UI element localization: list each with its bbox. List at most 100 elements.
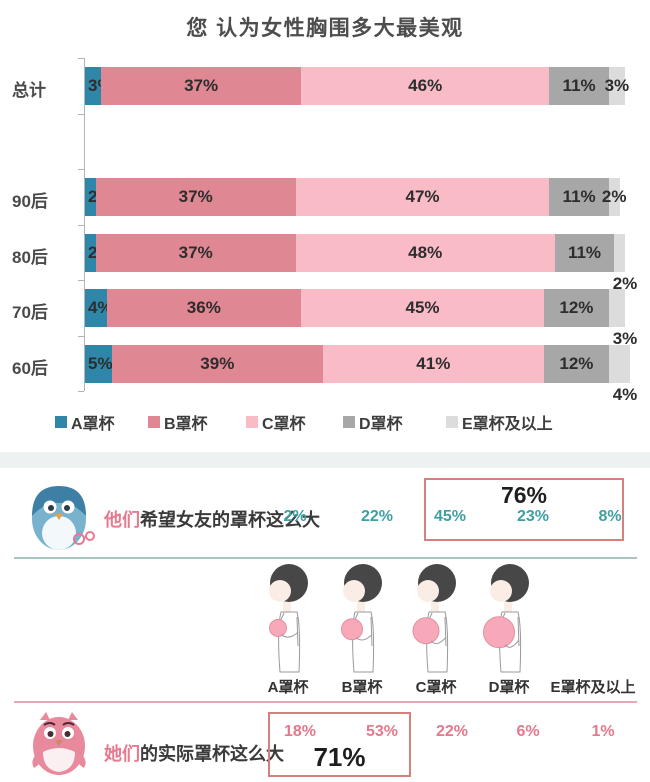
blue-bird-icon <box>32 486 95 550</box>
axis-tick <box>78 113 84 115</box>
wish-caption: 他们希望女友的罩杯这么大 <box>104 506 320 532</box>
bar-segment-B罩杯 <box>112 344 323 383</box>
bar-segment-D罩杯 <box>549 178 609 216</box>
legend-item-E罩杯及以上: E罩杯及以上 <box>446 412 553 433</box>
legend-item-B罩杯: B罩杯 <box>148 412 208 433</box>
wish-caption-highlight: 他们 <box>104 510 140 530</box>
cup-figure-A罩杯 <box>253 562 323 675</box>
girl-profile-illustration <box>483 564 529 673</box>
bar-segment-D罩杯 <box>544 289 609 327</box>
girl-profile-illustration <box>412 564 456 673</box>
bar-value-label: 47% <box>405 187 440 206</box>
bar-segment-B罩杯 <box>101 67 301 105</box>
highlight-box-wish: 76% <box>424 478 624 541</box>
actual-caption-highlight: 她们 <box>104 744 140 764</box>
bar-value-label: 5% <box>88 353 113 373</box>
bar-category-label: 70后 <box>12 303 48 322</box>
wish-value: 45% <box>433 508 467 525</box>
bar-segment-C罩杯 <box>322 344 544 383</box>
bar-segment-A罩杯 <box>85 344 112 383</box>
bar-category-label: 60后 <box>12 358 48 378</box>
legend-swatch-E罩杯及以上 <box>446 416 458 428</box>
legend-item-C罩杯: C罩杯 <box>246 412 306 433</box>
wish-box-total: 76% <box>500 482 548 508</box>
legend-label: E罩杯及以上 <box>462 416 553 433</box>
cup-figure-C罩杯 <box>401 562 471 675</box>
cup-figure-label: E罩杯及以上 <box>550 679 636 696</box>
cup-figure-label: D罩杯 <box>488 679 530 696</box>
bar-value-label: 11% <box>567 242 602 262</box>
axis-tick <box>78 391 84 392</box>
bar-value-label: 2% <box>601 187 627 206</box>
axis-tick <box>78 335 84 337</box>
actual-value: 6% <box>516 723 540 740</box>
girl-profile-illustration <box>269 564 308 673</box>
bar-segment-D罩杯 <box>554 233 615 272</box>
divider-figures-bottom <box>14 701 637 703</box>
bar-segment-C罩杯 <box>295 233 555 272</box>
legend-swatch-A罩杯 <box>55 416 67 428</box>
legend-label: B罩杯 <box>164 416 208 433</box>
bar-value-label: 39% <box>200 353 235 373</box>
bar-value-label: 37% <box>184 76 219 95</box>
bar-segment-D罩杯 <box>544 344 609 383</box>
legend-swatch-C罩杯 <box>246 416 258 428</box>
bar-value-label: 36% <box>186 298 221 317</box>
bar-value-label-below: 4% <box>612 384 638 404</box>
legend-item-D罩杯: D罩杯 <box>343 412 403 433</box>
axis-tick <box>78 280 84 281</box>
chart-axis <box>84 58 85 391</box>
bar-segment-B罩杯 <box>106 289 301 327</box>
legend-label: D罩杯 <box>359 416 403 433</box>
bar-segment-E罩杯及以上 <box>608 178 620 216</box>
bar-value-label: 45% <box>405 298 440 317</box>
section-divider-band <box>0 452 650 468</box>
legend-label: C罩杯 <box>262 416 306 433</box>
bar-value-label: 48% <box>408 242 443 262</box>
actual-value: 18% <box>283 723 317 740</box>
legend-item-A罩杯: A罩杯 <box>55 412 115 433</box>
bar-value-label: 12% <box>559 353 594 373</box>
bar-value-label: 11% <box>562 76 596 95</box>
bar-segment-A罩杯 <box>85 67 102 105</box>
actual-value: 1% <box>591 723 615 740</box>
cup-figure-B罩杯 <box>327 562 397 675</box>
bar-value-label: 12% <box>559 298 594 317</box>
cup-figure-label: A罩杯 <box>267 679 309 696</box>
bar-value-label: 11% <box>562 187 596 206</box>
bar-segment-C罩杯 <box>301 289 544 327</box>
bar-segment-B罩杯 <box>95 178 296 216</box>
bar-segment-A罩杯 <box>85 289 107 327</box>
actual-box-total: 71% <box>313 742 366 772</box>
actual-caption: 她们的实际罩杯这么大 <box>104 740 284 766</box>
girl-profile-illustration <box>341 564 382 673</box>
bar-segment-E罩杯及以上 <box>608 344 631 383</box>
actual-value: 53% <box>365 723 399 740</box>
bar-category-label: 80后 <box>12 247 48 267</box>
axis-tick <box>78 169 84 170</box>
bar-segment-E罩杯及以上 <box>614 233 625 272</box>
pink-bird-icon <box>32 712 86 775</box>
bar-value-label: 37% <box>178 242 213 262</box>
bar-value-label: 41% <box>416 353 451 373</box>
bar-segment-A罩杯 <box>85 233 96 272</box>
actual-caption-rest: 的实际罩杯这么大 <box>140 744 284 764</box>
legend-swatch-B罩杯 <box>148 416 160 428</box>
bar-value-label-below: 2% <box>612 273 638 293</box>
bar-value-label-below: 3% <box>612 329 638 348</box>
bar-segment-E罩杯及以上 <box>608 67 625 105</box>
bar-segment-C罩杯 <box>301 67 550 105</box>
wish-value: 8% <box>598 508 622 525</box>
bar-segment-B罩杯 <box>95 233 296 272</box>
bar-segment-A罩杯 <box>85 178 96 216</box>
bar-value-label: 4% <box>88 298 113 317</box>
divider-figures-top <box>14 557 637 559</box>
bar-category-label: 总计 <box>12 81 46 100</box>
cup-figure-D罩杯 <box>474 562 544 675</box>
bar-value-label: 37% <box>178 187 213 206</box>
bar-segment-C罩杯 <box>295 178 550 216</box>
bar-value-label: 3% <box>604 76 630 95</box>
chart-title: 您 认为女性胸围多大最美观 <box>186 17 464 40</box>
actual-value: 22% <box>435 723 469 740</box>
